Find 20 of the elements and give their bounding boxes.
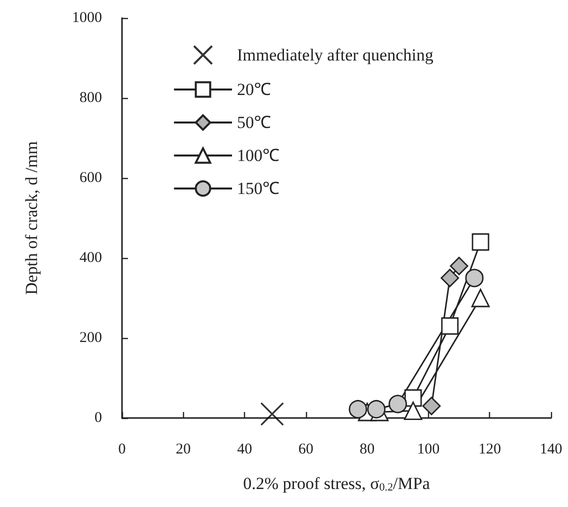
x-tick-label: 80	[360, 442, 375, 458]
y-tick-label: 0	[94, 410, 102, 426]
x-tick-label: 120	[478, 442, 501, 458]
x-tick-label: 140	[540, 442, 562, 458]
y-axis-title: Depth of crack, d /mm	[22, 141, 41, 295]
x-tick-label: 100	[417, 442, 440, 458]
y-tick-label: 600	[80, 170, 102, 186]
y-tick-label: 1000	[72, 10, 102, 26]
legend-label: 150℃	[237, 179, 280, 198]
y-tick-label: 200	[80, 330, 102, 346]
x-tick-label: 60	[298, 442, 314, 458]
legend-label: 100℃	[237, 146, 280, 165]
x-tick-label: 20	[176, 442, 191, 458]
y-tick-label: 800	[80, 90, 102, 106]
legend-label: Immediately after quenching	[237, 46, 434, 64]
x-tick-label: 0	[118, 442, 126, 458]
legend-label: 50℃	[237, 113, 271, 132]
y-tick-label: 400	[80, 250, 102, 266]
legend-label: 20℃	[237, 80, 271, 99]
x-tick-label: 40	[237, 442, 252, 458]
